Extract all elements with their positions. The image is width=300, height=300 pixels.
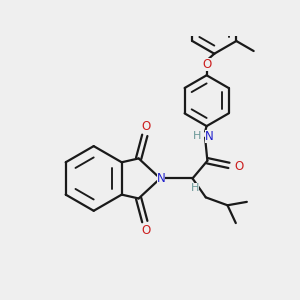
Text: H: H [191,183,199,193]
Text: O: O [142,224,151,236]
Text: N: N [157,172,165,185]
Text: N: N [205,130,213,142]
Text: O: O [234,160,244,172]
Text: H: H [193,131,202,141]
Text: O: O [202,58,211,71]
Text: O: O [142,120,151,134]
